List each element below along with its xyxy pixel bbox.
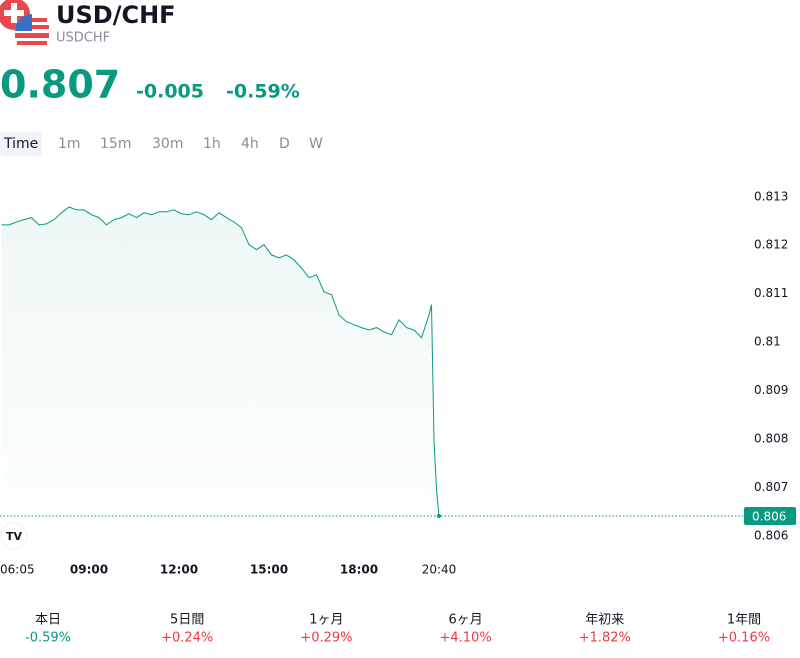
- y-tick-label: 0.813: [754, 189, 788, 203]
- performance-label: 1ヶ月: [309, 613, 343, 628]
- performance-value: +0.29%: [300, 631, 352, 646]
- x-tick-label: 12:00: [160, 563, 198, 577]
- price-line: [1, 206, 440, 516]
- timeframe-tab[interactable]: W: [309, 136, 323, 152]
- x-tick-label: 15:00: [250, 563, 288, 577]
- price: 0.807: [0, 63, 120, 107]
- performance-label: 5日間: [170, 613, 204, 628]
- timeframe-tab[interactable]: 30m: [152, 136, 183, 152]
- active-tab-bg: [0, 132, 42, 156]
- timeframe-tab[interactable]: D: [279, 136, 290, 152]
- area: [1, 207, 439, 516]
- x-tick-label: 06:05: [0, 563, 35, 577]
- x-tick-label: 20:40: [422, 563, 457, 577]
- performance-label: 6ヶ月: [448, 613, 482, 628]
- y-tick-label: 0.809: [754, 383, 788, 397]
- timeframe-tab[interactable]: 15m: [100, 136, 131, 152]
- price-tag: 0.806: [752, 509, 786, 523]
- performance-value: +4.10%: [439, 631, 491, 646]
- timeframe-tab[interactable]: 1m: [58, 136, 81, 152]
- change: -0.005: [136, 81, 204, 103]
- title: USD/CHF: [56, 1, 176, 29]
- price-tag-bg: [744, 506, 796, 525]
- y-tick-label: 0.806: [754, 528, 788, 542]
- y-tick-label: 0.807: [754, 480, 788, 494]
- x-tick-label: 18:00: [340, 563, 378, 577]
- change-percent: -0.59%: [226, 81, 300, 103]
- x-tick-label: 09:00: [70, 563, 108, 577]
- performance-label: 本日: [35, 613, 61, 628]
- y-tick-label: 0.812: [754, 238, 788, 252]
- tv-logo: TV: [0, 522, 28, 550]
- timeframe-tab[interactable]: 1h: [203, 136, 221, 152]
- performance-label: 1年間: [727, 613, 761, 628]
- timeframe-tab[interactable]: Time: [3, 136, 38, 152]
- performance-value: +0.24%: [161, 631, 213, 646]
- y-tick-label: 0.81: [754, 335, 781, 349]
- y-tick-label: 0.811: [754, 286, 788, 300]
- flag-icons: [0, 0, 49, 48]
- performance-label: 年初来: [585, 613, 624, 628]
- y-tick-label: 0.808: [754, 431, 788, 445]
- performance-value: -0.59%: [25, 631, 71, 646]
- performance-value: +1.82%: [579, 631, 631, 646]
- symbol: USDCHF: [56, 31, 110, 46]
- last-point: [437, 513, 441, 518]
- svg-text:TV: TV: [6, 530, 23, 543]
- timeframe-tab[interactable]: 4h: [241, 136, 259, 152]
- performance-value: +0.16%: [718, 631, 770, 646]
